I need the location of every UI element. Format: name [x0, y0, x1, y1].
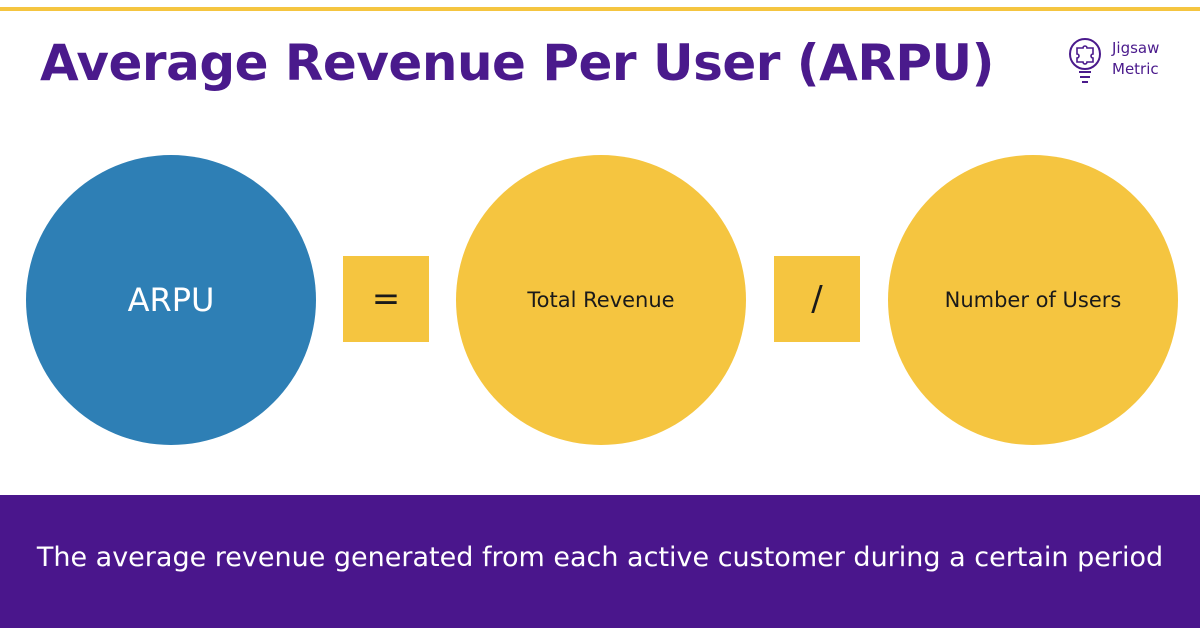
- total-revenue-label: Total Revenue: [527, 288, 675, 312]
- equals-operator: =: [343, 256, 429, 342]
- logo-line-1: Jigsaw: [1112, 39, 1160, 57]
- puzzle-lightbulb-icon: [1069, 38, 1101, 83]
- footer-description: The average revenue generated from each …: [36, 542, 1164, 573]
- footer-banner: The average revenue generated from each …: [0, 495, 1200, 628]
- arpu-circle: ARPU: [26, 155, 316, 445]
- total-revenue-circle: Total Revenue: [456, 155, 746, 445]
- arpu-label: ARPU: [127, 281, 215, 319]
- page-title: Average Revenue Per User (ARPU): [40, 34, 994, 92]
- divide-operator: /: [774, 256, 860, 342]
- equals-symbol: =: [371, 279, 401, 319]
- divide-symbol: /: [811, 279, 823, 319]
- top-accent-line: [0, 7, 1200, 11]
- top-bar: [0, 0, 1200, 10]
- number-of-users-circle: Number of Users: [888, 155, 1178, 445]
- logo-wordmark: Jigsaw Metric: [1112, 38, 1159, 80]
- logo-line-2: Metric: [1112, 60, 1159, 78]
- number-of-users-label: Number of Users: [944, 288, 1122, 312]
- brand-logo: Jigsaw Metric: [1068, 34, 1178, 94]
